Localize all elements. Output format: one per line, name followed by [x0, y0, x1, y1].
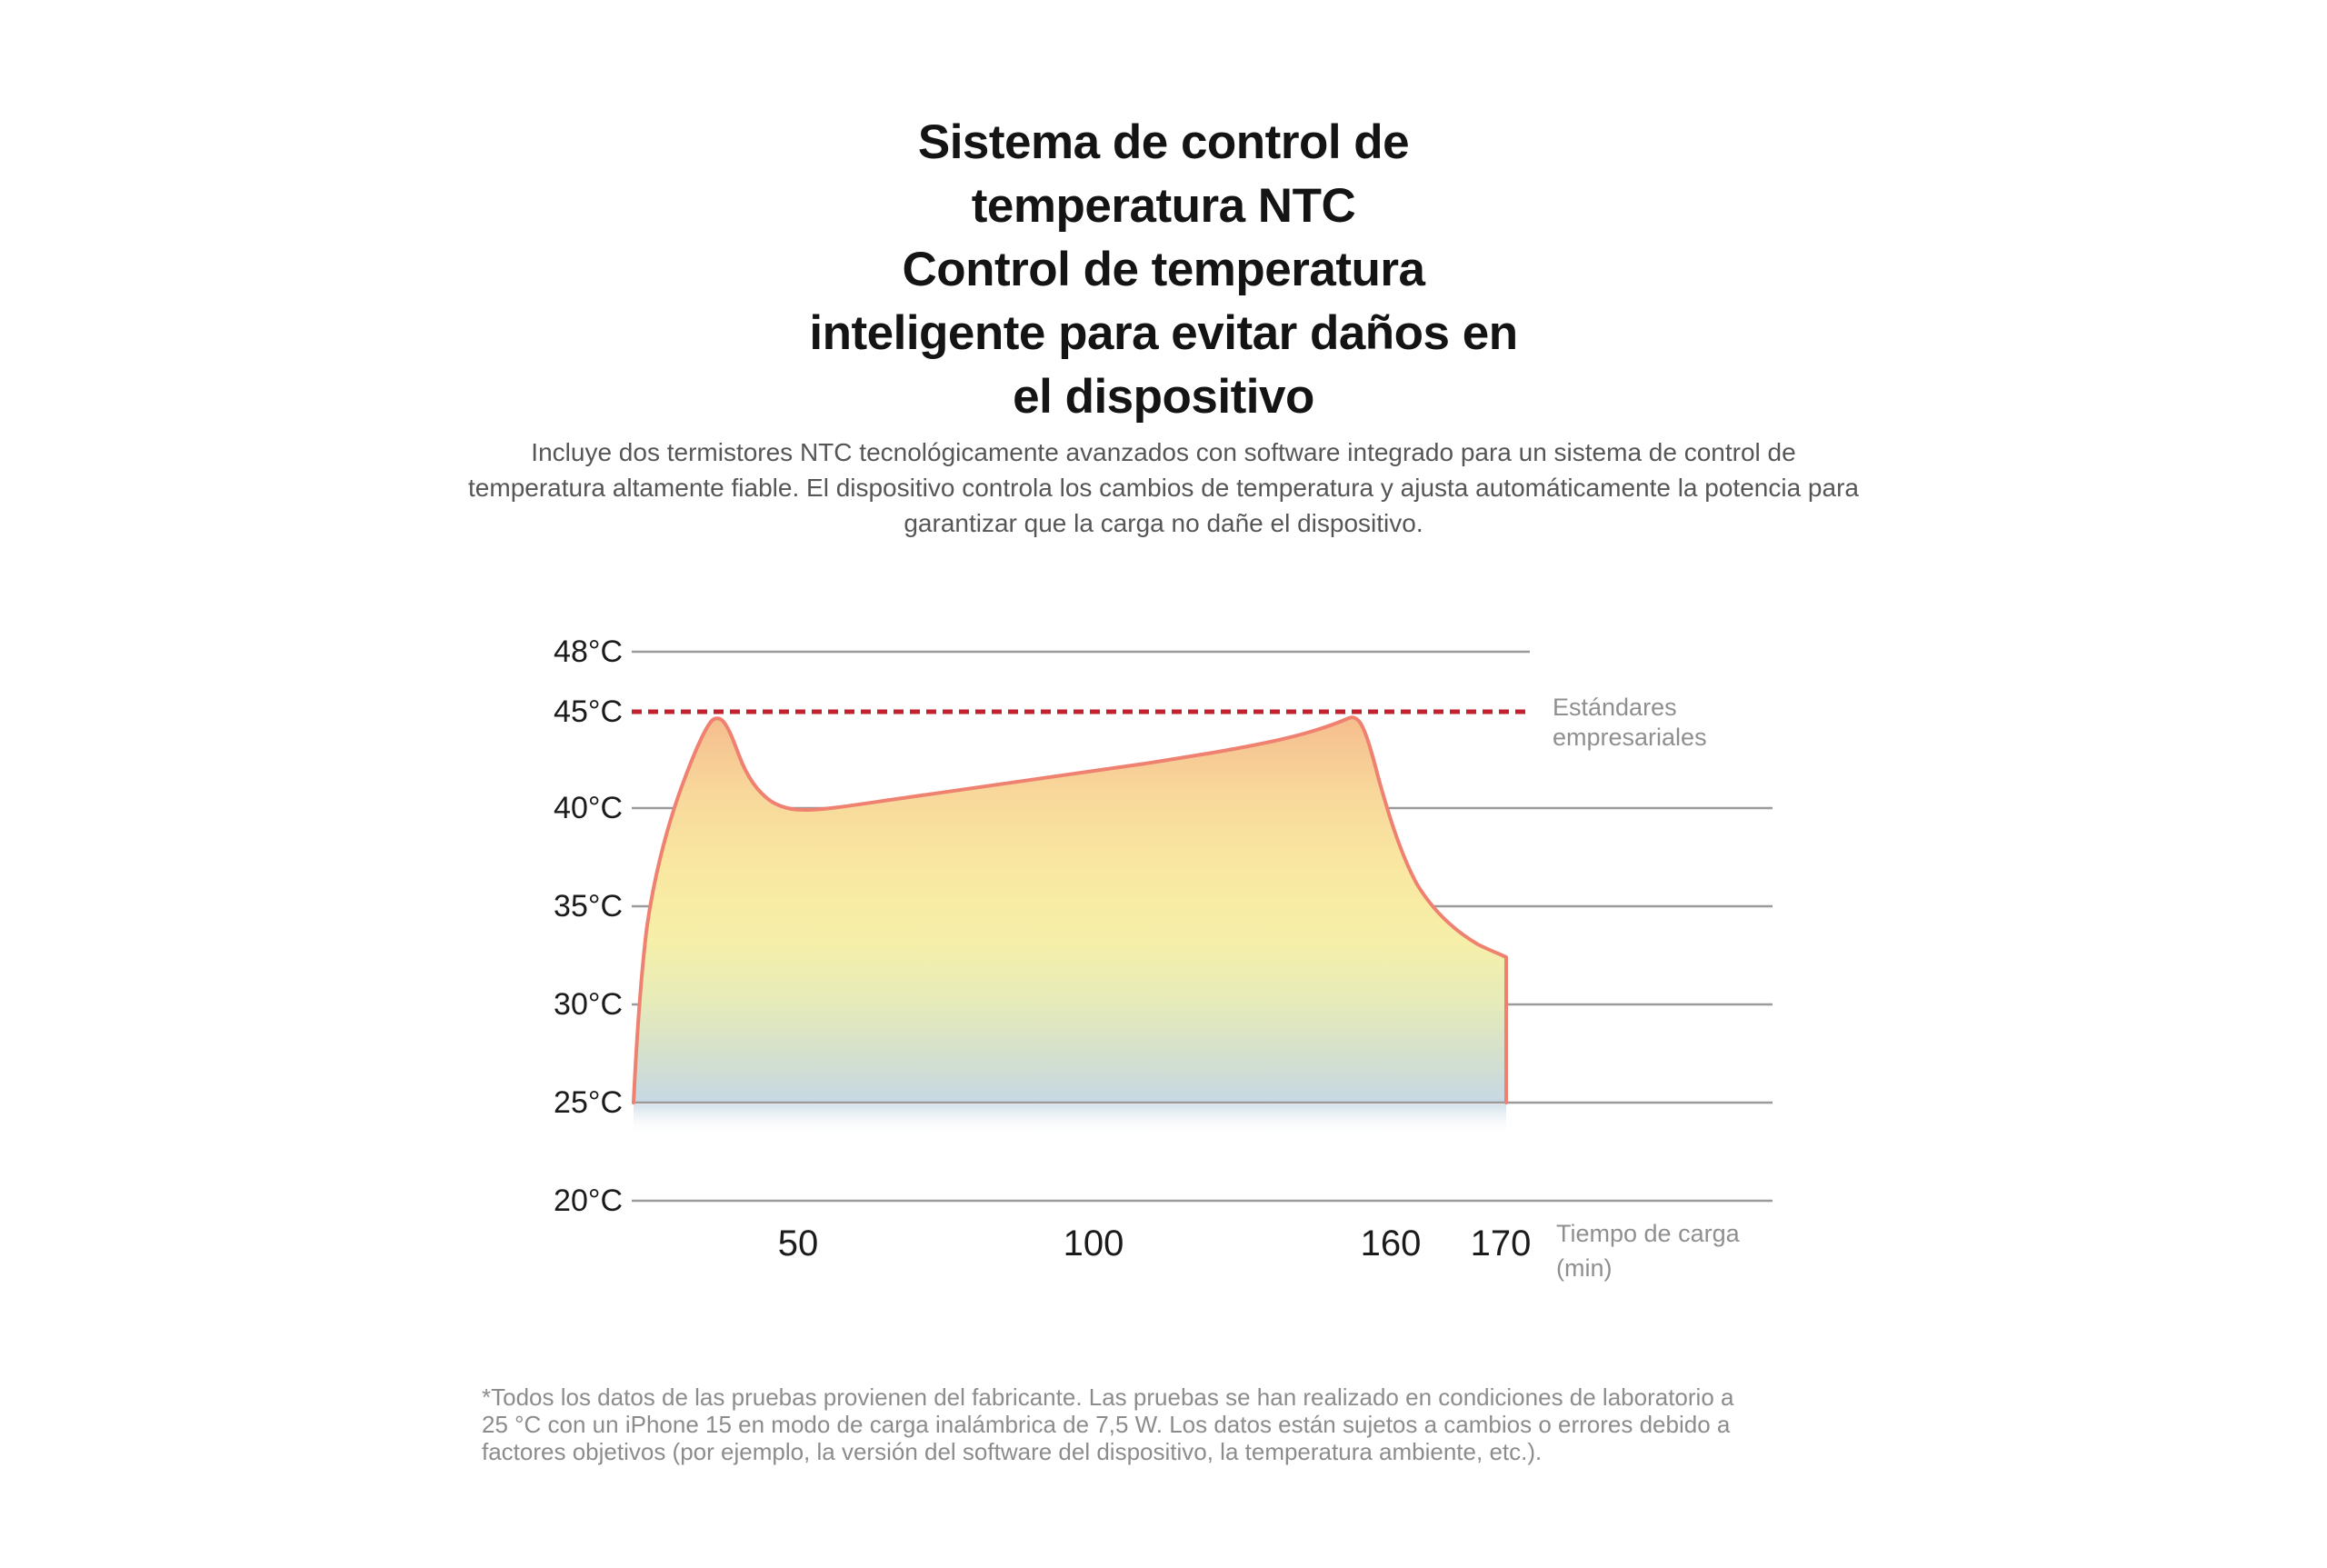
page-title: Sistema de control de temperatura NTC Co… — [0, 111, 2327, 429]
title-line-1: Sistema de control de — [917, 115, 1410, 169]
x-axis-unit-label: Tiempo de carga (min) — [1556, 1220, 1740, 1282]
y-axis-label-35: 35°C — [554, 889, 623, 924]
x-axis-label-100: 100 — [1063, 1223, 1124, 1263]
subtitle-line-2: temperatura altamente fiable. El disposi… — [468, 474, 1859, 502]
temperature-curve — [632, 715, 1508, 1104]
x-axis-label-50: 50 — [777, 1223, 819, 1263]
title-line-4: inteligente para evitar daños en — [809, 306, 1518, 360]
y-axis-label-20: 20°C — [554, 1183, 623, 1218]
footnote: *Todos los datos de las pruebas proviene… — [482, 1383, 1900, 1465]
y-axis-label-25: 25°C — [554, 1085, 623, 1120]
title-line-3: Control de temperatura — [902, 243, 1425, 296]
y-axis-label-40: 40°C — [554, 791, 623, 825]
threshold-label: Estándares empresariales — [1553, 694, 1707, 751]
subtitle-line-1: Incluye dos termistores NTC tecnológicam… — [531, 438, 1796, 466]
subtitle-paragraph: Incluye dos termistores NTC tecnológicam… — [0, 434, 2327, 541]
y-axis-label-45: 45°C — [554, 694, 623, 729]
x-axis-label-170: 170 — [1470, 1223, 1532, 1263]
title-line-5: el dispositivo — [1013, 370, 1314, 424]
footnote-line-1: *Todos los datos de las pruebas proviene… — [482, 1383, 1734, 1411]
footnote-line-3: factores objetivos (por ejemplo, la vers… — [482, 1438, 1543, 1465]
subtitle-line-3: garantizar que la carga no dañe el dispo… — [904, 509, 1423, 537]
y-axis-label-48: 48°C — [554, 634, 623, 669]
x-axis-label-160: 160 — [1360, 1223, 1422, 1263]
footnote-line-2: 25 °C con un iPhone 15 en modo de carga … — [482, 1411, 1731, 1438]
temperature-area — [634, 717, 1506, 1103]
baseline-fade — [634, 1104, 1506, 1135]
y-axis-label-30: 30°C — [554, 987, 623, 1022]
title-line-2: temperatura NTC — [971, 179, 1356, 233]
